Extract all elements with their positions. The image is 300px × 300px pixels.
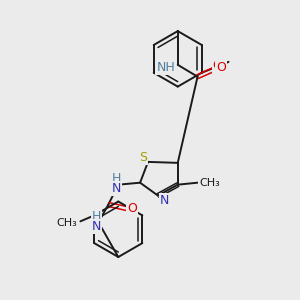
Text: CH₃: CH₃ — [199, 178, 220, 188]
Text: N: N — [160, 194, 170, 207]
Text: N: N — [92, 220, 101, 233]
Text: H: H — [92, 210, 101, 223]
Text: O: O — [213, 59, 223, 72]
Text: O: O — [216, 61, 226, 74]
Text: S: S — [139, 152, 147, 164]
Text: CH₃: CH₃ — [56, 218, 77, 228]
Text: O: O — [127, 202, 137, 215]
Text: NH: NH — [157, 61, 175, 74]
Text: N: N — [112, 182, 121, 195]
Text: H: H — [112, 172, 121, 185]
